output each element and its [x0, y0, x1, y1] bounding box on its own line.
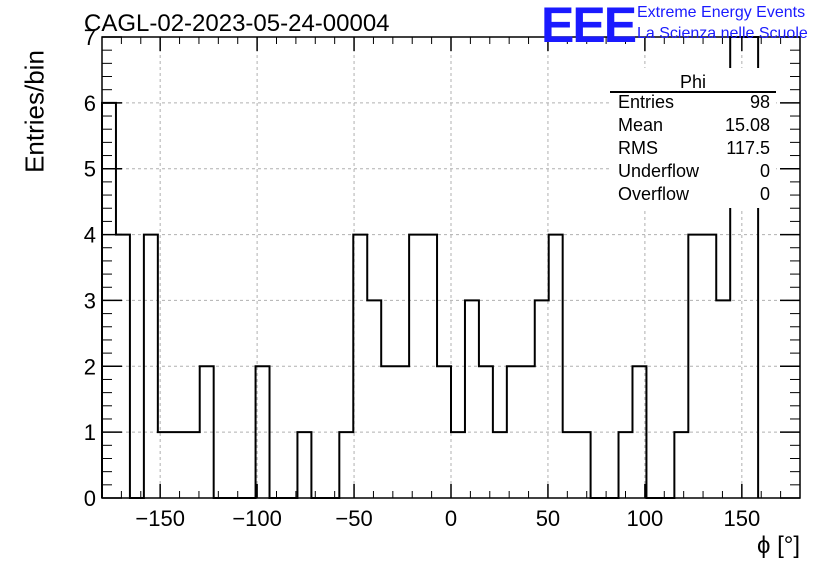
histogram-bin — [200, 366, 214, 498]
y-tick-label: 5 — [84, 157, 96, 182]
y-tick-label: 0 — [84, 486, 96, 511]
histogram-bin — [577, 432, 591, 498]
tick-labels: −150 −100 −50 0 50 100 150 0 1 2 3 4 5 6 7 — [84, 25, 760, 531]
chart-title: CAGL-02-2023-05-24-00004 — [84, 10, 390, 37]
histogram-bars — [101, 36, 760, 499]
histogram-bin — [395, 366, 409, 498]
x-tick-label: 50 — [536, 506, 560, 531]
histogram-bin — [674, 432, 688, 498]
histogram-bin — [632, 366, 646, 498]
y-tick-label: 3 — [84, 288, 96, 313]
stats-title: Phi — [679, 72, 706, 92]
y-tick-label: 6 — [84, 91, 96, 116]
eee-logo: EEE — [541, 0, 637, 53]
x-tick-label: −50 — [335, 506, 372, 531]
histogram-bin — [423, 235, 437, 498]
histogram-bin — [716, 300, 730, 498]
stats-row-mean: Mean 15.08 — [618, 115, 770, 137]
histogram-bin — [409, 235, 423, 498]
histogram-bin — [339, 432, 353, 498]
stats-row-underflow: Underflow 0 — [618, 161, 770, 183]
x-tick-label: −100 — [232, 506, 282, 531]
histogram-outline — [101, 36, 760, 499]
stats-key: RMS — [618, 138, 658, 158]
histogram-bin — [367, 300, 381, 498]
histogram-bin — [535, 300, 549, 498]
stats-key: Overflow — [618, 184, 690, 204]
histogram-bin — [702, 235, 716, 498]
x-tick-label: −150 — [135, 506, 185, 531]
x-tick-label: 0 — [445, 506, 457, 531]
y-axis-label: Entries/bin — [19, 50, 50, 173]
histogram-bin — [563, 432, 577, 498]
histogram-bin — [186, 432, 200, 498]
histogram-bin — [437, 366, 451, 498]
histogram-bin — [297, 432, 311, 498]
histogram-bin — [619, 432, 633, 498]
histogram-bin — [521, 366, 535, 498]
stats-key: Mean — [618, 115, 664, 135]
logo-caption-line1: Extreme Energy Events — [637, 4, 806, 21]
stats-key: Underflow — [618, 161, 700, 181]
histogram-bin — [479, 366, 493, 498]
y-tick-label: 2 — [84, 354, 96, 379]
stats-value: 0 — [759, 161, 770, 181]
stats-divider — [610, 91, 776, 93]
histogram-bin — [688, 235, 702, 498]
stats-value: 0 — [759, 184, 770, 204]
axis-ticks — [102, 36, 800, 499]
histogram-bin — [507, 366, 521, 498]
histogram-bin — [381, 366, 395, 498]
stats-row-overflow: Overflow 0 — [618, 184, 770, 206]
histogram-bin — [465, 300, 479, 498]
x-tick-label: 150 — [723, 506, 760, 531]
x-tick-label: 100 — [627, 506, 664, 531]
stats-value: 15.08 — [724, 115, 770, 135]
histogram-bin — [172, 432, 186, 498]
stats-value: 117.5 — [726, 138, 770, 158]
logo-caption-line2: La Scienza nelle Scuole — [637, 25, 808, 42]
histogram-bin — [549, 235, 563, 498]
stats-row-rms: RMS 117.5 — [618, 138, 770, 160]
histogram-bin — [353, 235, 367, 498]
stats-row-entries: Entries 98 — [618, 92, 770, 114]
y-tick-label: 4 — [84, 223, 96, 248]
histogram-bin — [451, 432, 465, 498]
stats-key: Entries — [618, 92, 675, 112]
statistics-box: Phi Entries 98 Mean 15.08 RMS 117.5 Unde… — [610, 68, 776, 208]
histogram-bin — [493, 432, 507, 498]
histogram-bin — [256, 366, 270, 498]
y-tick-label: 7 — [84, 25, 96, 50]
x-axis-label: ϕ [°] — [756, 532, 800, 559]
stats-value: 98 — [749, 92, 770, 112]
y-tick-label: 1 — [84, 420, 96, 445]
histogram-bin — [144, 235, 158, 498]
